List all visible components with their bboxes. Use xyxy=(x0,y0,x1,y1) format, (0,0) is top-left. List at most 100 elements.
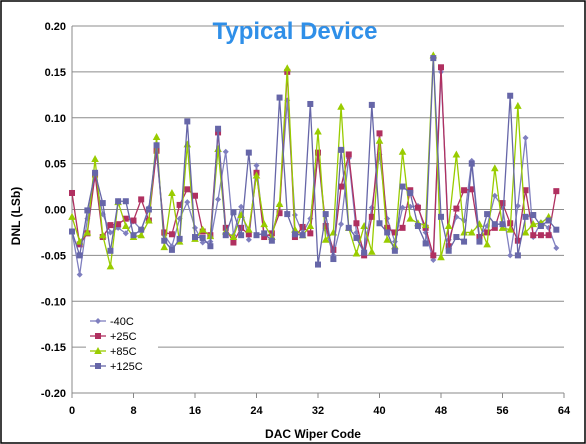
data-point xyxy=(445,243,452,250)
x-tick-label: 24 xyxy=(250,405,263,417)
data-point xyxy=(491,221,498,228)
data-point xyxy=(161,229,168,236)
data-point xyxy=(514,237,521,244)
data-point xyxy=(306,222,315,230)
y-axis-ticks: 0.20 0.15 0.10 0.05 0.00 -0.05 -0.10 -0.15 -0.20 xyxy=(41,21,66,400)
data-point xyxy=(137,231,145,239)
data-point xyxy=(184,118,191,125)
data-point xyxy=(176,201,183,208)
data-point xyxy=(545,232,552,239)
data-point xyxy=(476,238,483,245)
series-3 xyxy=(69,55,560,268)
data-point xyxy=(437,253,445,261)
data-point xyxy=(122,222,130,230)
data-point xyxy=(122,198,129,205)
data-point xyxy=(498,223,507,231)
legend-marker xyxy=(95,318,101,324)
data-point xyxy=(276,210,283,217)
data-point xyxy=(353,220,360,227)
data-point xyxy=(238,232,245,239)
x-tick-label: 8 xyxy=(130,405,136,417)
data-point xyxy=(507,252,514,259)
data-point xyxy=(529,220,538,228)
data-point xyxy=(499,221,506,228)
data-point xyxy=(483,240,491,248)
data-point xyxy=(284,211,291,218)
data-point xyxy=(514,202,521,209)
data-point xyxy=(507,92,514,99)
x-axis-ticks: 0 8 16 24 32 40 48 56 64 xyxy=(69,393,571,417)
data-point xyxy=(76,252,83,259)
data-point xyxy=(384,224,391,231)
data-point xyxy=(83,228,92,236)
data-point xyxy=(467,228,476,236)
data-point xyxy=(391,247,398,254)
data-point xyxy=(107,247,114,254)
data-point xyxy=(438,64,444,71)
data-point xyxy=(352,249,361,257)
y-tick-label: -0.15 xyxy=(41,342,66,354)
data-point xyxy=(161,237,168,244)
data-point xyxy=(553,245,560,252)
legend-item: +85C xyxy=(90,346,137,358)
y-tick-label: 0.15 xyxy=(45,67,66,79)
y-axis-label: DNL (LSb) xyxy=(9,187,23,245)
data-point xyxy=(168,188,176,196)
data-point xyxy=(430,252,437,259)
data-point xyxy=(206,232,215,240)
data-point xyxy=(291,231,298,238)
x-axis-label: DAC Wiper Code xyxy=(265,427,361,441)
data-point xyxy=(276,94,283,101)
chart-title: Typical Device xyxy=(213,18,378,45)
x-tick-label: 16 xyxy=(189,405,201,417)
data-point xyxy=(199,234,206,241)
data-point xyxy=(460,228,468,236)
series-layer xyxy=(68,51,560,278)
data-point xyxy=(198,225,207,233)
data-point xyxy=(230,209,237,216)
data-point xyxy=(514,101,522,109)
data-point xyxy=(99,200,106,207)
data-point xyxy=(238,224,245,231)
data-point xyxy=(414,223,421,230)
data-point xyxy=(230,239,237,246)
data-point xyxy=(322,211,329,218)
data-point xyxy=(69,228,75,235)
y-tick-label: 0.00 xyxy=(45,205,66,217)
data-point xyxy=(414,204,421,211)
legend-label: +125C xyxy=(110,361,143,373)
data-point xyxy=(553,226,560,233)
data-point xyxy=(315,261,321,268)
data-point xyxy=(229,233,238,241)
data-point xyxy=(430,55,437,62)
data-point xyxy=(406,214,415,222)
data-point xyxy=(252,171,261,179)
legend-marker xyxy=(95,333,101,339)
data-point xyxy=(322,223,329,230)
data-point xyxy=(338,183,345,190)
data-point xyxy=(468,160,475,167)
data-point xyxy=(321,235,330,243)
y-tick-label: -0.10 xyxy=(41,296,66,308)
data-point xyxy=(376,220,383,227)
data-point xyxy=(130,232,137,239)
data-point xyxy=(253,232,260,239)
data-point xyxy=(299,232,306,239)
data-point xyxy=(107,222,114,229)
data-point xyxy=(421,221,430,229)
data-point xyxy=(491,224,498,231)
legend-marker xyxy=(95,363,101,369)
data-point xyxy=(315,149,321,156)
data-point xyxy=(522,213,529,220)
data-point xyxy=(537,232,544,239)
data-point xyxy=(222,232,229,239)
x-tick-label: 56 xyxy=(496,405,508,417)
data-point xyxy=(537,223,544,230)
data-point xyxy=(445,247,452,254)
data-point xyxy=(337,102,345,110)
data-point xyxy=(338,221,345,228)
x-tick-label: 48 xyxy=(435,405,447,417)
data-point xyxy=(268,237,275,244)
